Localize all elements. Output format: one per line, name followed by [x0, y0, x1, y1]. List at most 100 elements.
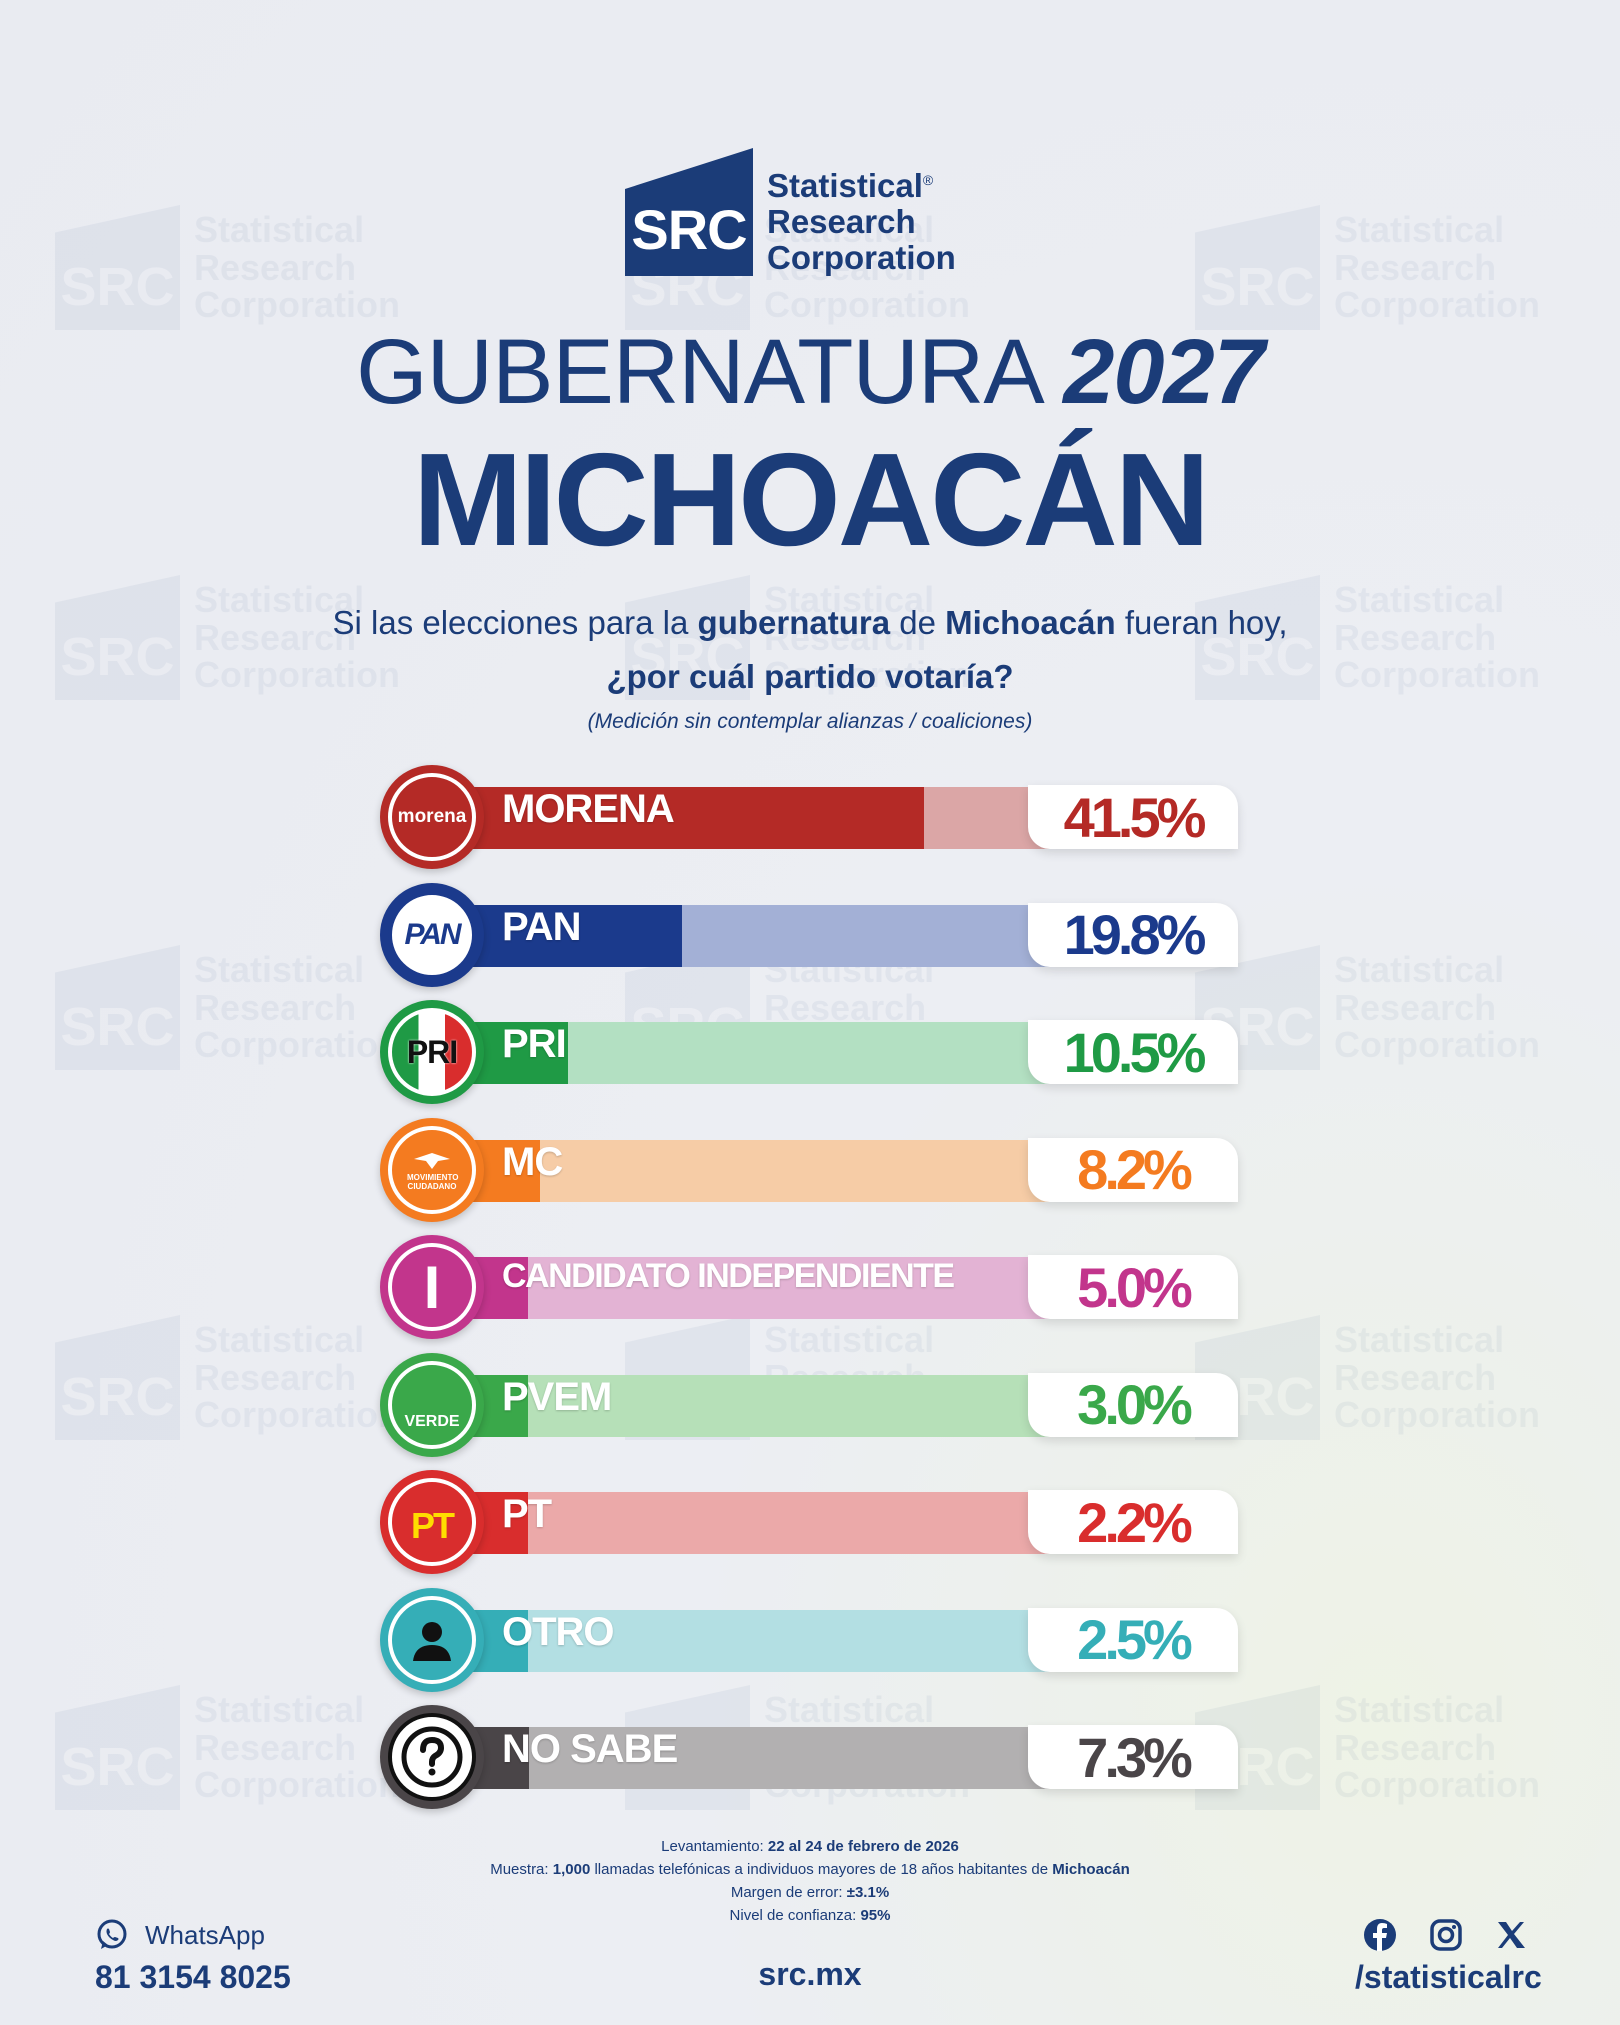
independent-icon: I — [380, 1235, 484, 1339]
fieldwork-label: Levantamiento: — [661, 1838, 768, 1855]
sample-text: llamadas telefónicas a individuos mayore… — [590, 1861, 1053, 1878]
badge-text: PRI — [406, 1033, 458, 1070]
watermark-line: Statistical — [194, 948, 365, 990]
bar-row: NO SABE 7.3% — [380, 1705, 1240, 1809]
bar-row: MORENA 41.5% morena — [380, 765, 1240, 869]
whatsapp-label: WhatsApp — [145, 1919, 265, 1950]
watermark-line: Corporation — [1334, 1024, 1540, 1066]
website-link[interactable]: src.mx — [758, 1956, 862, 1992]
person-icon — [380, 1587, 484, 1692]
pri-logo-icon: PRI — [380, 1000, 484, 1104]
page-heading-state: MICHOACÁN — [412, 426, 1210, 573]
watermark-line: Research — [194, 1726, 357, 1768]
watermark-line: Statistical — [194, 208, 365, 250]
src-logo: SRC Statistical® Research Corporation — [625, 148, 956, 276]
bar-label: OTRO — [502, 1609, 615, 1654]
bar-row: PVEM 3.0% VERDE — [380, 1352, 1240, 1457]
bar-label: CANDIDATO INDEPENDIENTE — [502, 1257, 955, 1295]
question-text-d: Michoacán — [945, 604, 1116, 641]
watermark-mark: SRC — [1195, 205, 1320, 330]
whatsapp-contact[interactable]: WhatsApp 81 3154 8025 — [95, 1915, 291, 1996]
badge-inner: I — [388, 1243, 476, 1331]
data-label-value: 41.5% — [1063, 785, 1207, 849]
bar-row: MC 8.2% MOVIMIENTO CIUDADANO — [380, 1117, 1240, 1222]
confidence-label: Nivel de confianza: — [729, 1907, 861, 1924]
badge-inner: MOVIMIENTO CIUDADANO — [388, 1125, 476, 1214]
watermark-mark: SRC — [55, 1315, 180, 1440]
bar-row: PAN 19.8% PAN — [380, 882, 1240, 987]
whatsapp-phone[interactable]: 81 3154 8025 — [95, 1959, 291, 1995]
data-label: 3.0% — [1028, 1372, 1238, 1437]
watermark-line: Corporation — [1334, 1394, 1540, 1436]
watermark-mark: SRC — [55, 205, 180, 330]
x-icon[interactable] — [1495, 1919, 1527, 1951]
question-text-c: de — [890, 604, 946, 641]
watermark-line: Corporation — [194, 284, 400, 326]
person-silhouette — [413, 1621, 451, 1661]
watermark-line: Research — [1334, 986, 1497, 1028]
logo-line-3: Corporation — [767, 239, 956, 276]
bar-label: MORENA — [502, 787, 675, 831]
data-label: 19.8% — [1028, 902, 1238, 967]
watermark-line: Research — [194, 246, 357, 288]
question-text-a: Si las elecciones para la — [332, 604, 698, 641]
badge-inner: PRI — [388, 1008, 476, 1096]
confidence-value: 95% — [860, 1907, 891, 1924]
data-label-value: 5.0% — [1077, 1255, 1193, 1319]
question-text-line2: ¿por cuál partido votaría? — [606, 658, 1014, 695]
data-label: 41.5% — [1028, 785, 1238, 849]
bar-row: OTRO 2.5% — [380, 1587, 1240, 1692]
question-mark — [401, 1726, 463, 1788]
mc-logo-icon: MOVIMIENTO CIUDADANO — [380, 1117, 484, 1222]
data-label-value: 7.3% — [1077, 1725, 1193, 1789]
watermark-line: Research — [1334, 246, 1497, 288]
bar-label: MC — [502, 1139, 563, 1184]
watermark-line: Corporation — [194, 1024, 400, 1066]
title-light: GUBERNATURA — [356, 321, 1040, 423]
watermark-line: Corporation — [194, 1394, 400, 1436]
page-title: GUBERNATURA 2027 — [0, 322, 1620, 422]
badge-inner: PAN — [388, 890, 476, 979]
margin-value: ±3.1% — [846, 1884, 890, 1901]
bar-label: PT — [502, 1492, 552, 1536]
watermark-mark: SRC — [55, 1685, 180, 1810]
badge-text: PAN — [404, 917, 461, 951]
registered-mark: ® — [922, 172, 934, 188]
watermark-line: Statistical — [194, 1318, 365, 1360]
watermark-line: Statistical — [1334, 1318, 1505, 1360]
data-label: 2.5% — [1028, 1607, 1238, 1672]
whatsapp-icon — [97, 1919, 127, 1949]
watermark-line: Corporation — [1334, 1764, 1540, 1806]
margin-label: Margen de error: — [730, 1884, 847, 1901]
survey-question: Si las elecciones para la gubernatura de… — [0, 596, 1620, 704]
watermark-line: Statistical — [1334, 208, 1505, 250]
badge-inner: PT — [388, 1478, 476, 1566]
bar-label: PVEM — [502, 1374, 612, 1419]
data-label: 7.3% — [1028, 1725, 1238, 1789]
logo-line-2: Research — [767, 203, 916, 240]
sample-place: Michoacán — [1052, 1861, 1130, 1878]
src-logo-mark: SRC — [625, 148, 753, 276]
badge-inner — [388, 1595, 476, 1684]
question-text-b: gubernatura — [697, 604, 891, 641]
bar-label: PAN — [502, 904, 581, 949]
bar-row: CANDIDATO INDEPENDIENTE 5.0% I — [380, 1235, 1240, 1339]
social-handle[interactable]: /statisticalrc — [1355, 1959, 1542, 1995]
facebook-icon[interactable] — [1363, 1918, 1397, 1952]
data-label: 2.2% — [1028, 1490, 1238, 1554]
pt-logo-icon: PT — [380, 1470, 484, 1574]
watermark-line: Statistical — [1334, 948, 1505, 990]
data-label-value: 19.8% — [1063, 903, 1207, 966]
badge-inner: morena — [388, 773, 476, 861]
logo-line-1: Statistical — [767, 167, 923, 204]
instagram-icon[interactable] — [1429, 1918, 1463, 1952]
data-label: 8.2% — [1028, 1137, 1238, 1202]
